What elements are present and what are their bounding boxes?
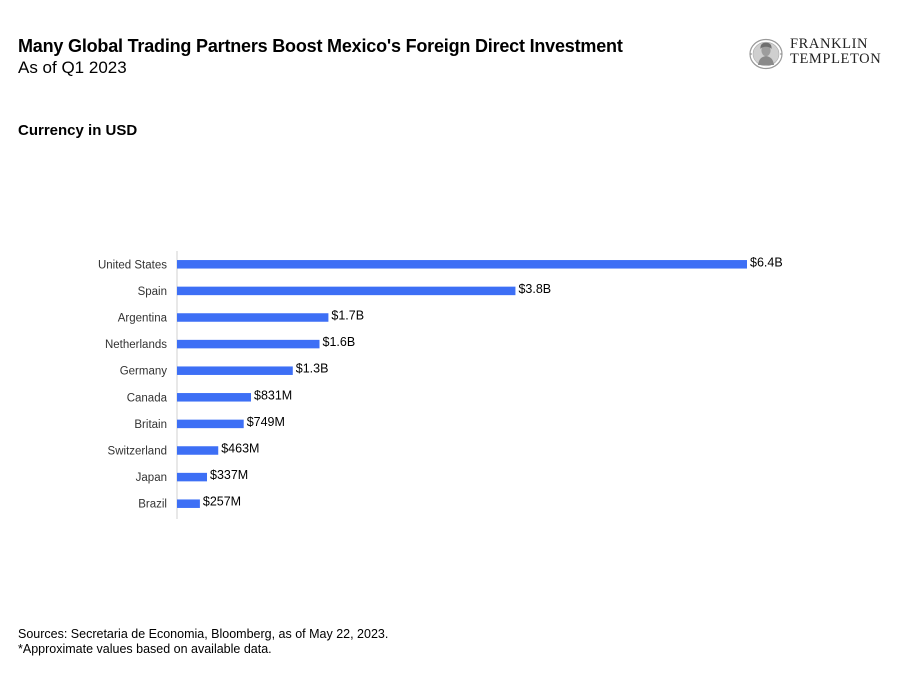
bar [177,446,219,455]
currency-label: Currency in USD [18,122,138,139]
category-label: Japan [136,472,167,484]
franklin-templeton-logo: FRANKLIN TEMPLETON [748,37,898,71]
category-label: Germany [120,366,168,378]
data-label: $1.7B [331,309,364,323]
category-label: United States [98,259,167,271]
category-label: Switzerland [108,446,167,458]
data-label: $1.3B [296,362,329,376]
bar [177,286,516,296]
bar [177,260,747,269]
approximation-note: *Approximate values based on available d… [18,642,272,656]
bar [177,419,244,429]
logo-line-1: FRANKLIN [790,36,869,52]
data-label: $749M [247,415,285,429]
bar [177,472,208,482]
data-label: $6.4B [750,255,783,269]
data-label: $831M [254,388,292,402]
franklin-portrait-icon [749,38,783,70]
sources-note: Sources: Secretaria de Economia, Bloombe… [18,627,389,641]
data-label: $463M [221,442,259,456]
category-label: Canada [127,392,168,404]
footnotes: Sources: Secretaria de Economia, Bloombe… [18,627,388,657]
category-label: Netherlands [105,339,167,351]
bar [177,366,293,375]
category-label: Spain [138,286,167,298]
chart-title: Many Global Trading Partners Boost Mexic… [18,36,623,56]
data-label: $257M [203,495,241,509]
logo-line-2: TEMPLETON [790,51,882,67]
chart-subtitle: As of Q1 2023 [18,58,127,77]
bar [177,313,329,322]
bar [177,499,200,508]
category-label: Brazil [138,499,167,511]
data-label: $3.8B [518,282,551,296]
bar [177,393,252,402]
category-label: Argentina [118,313,168,325]
category-label: Britain [134,419,167,431]
data-label: $1.6B [323,335,356,349]
data-label: $337M [210,468,248,482]
bar [177,339,320,349]
bar-chart: United States $6.4B Spain $3.8B Argentina $1.… [98,251,783,519]
